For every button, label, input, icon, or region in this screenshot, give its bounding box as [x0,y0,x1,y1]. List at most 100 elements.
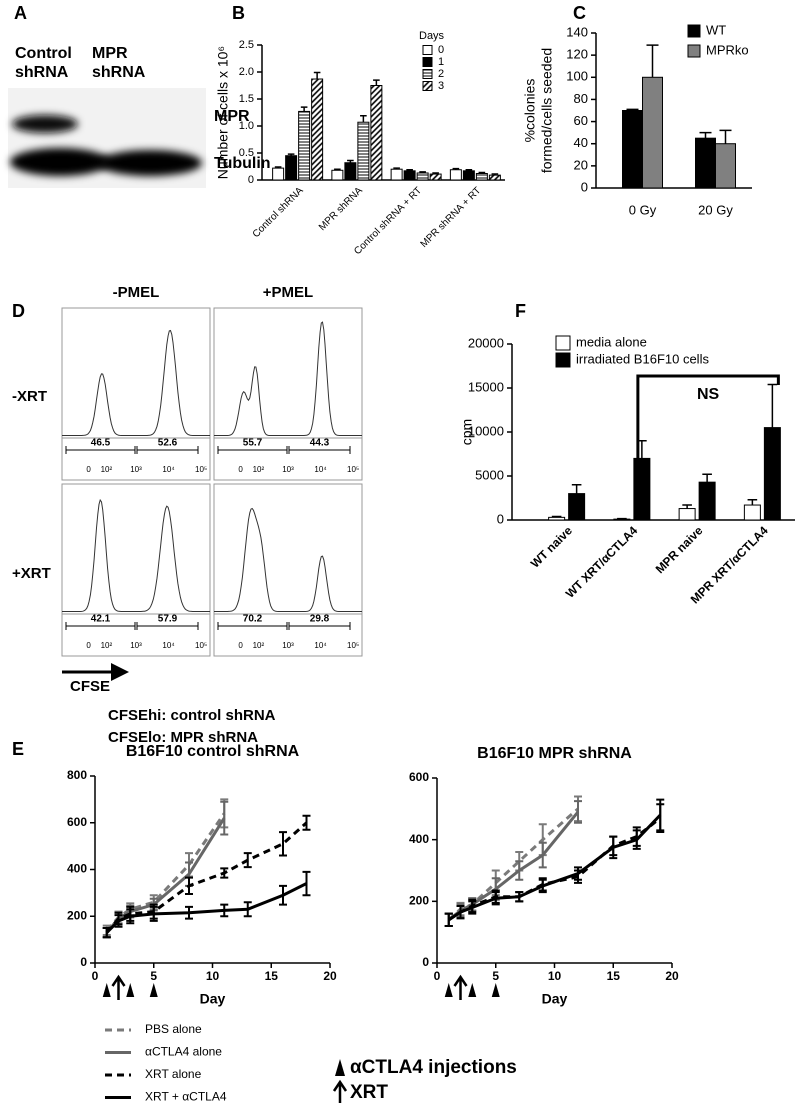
bar [698,481,716,521]
error-bar [538,841,547,869]
flow-tick-label: 10³ [282,465,294,474]
error-bar [468,900,477,915]
error-bar [515,891,524,903]
blot-band [10,148,110,176]
legend-label: αCTLA4 alone [145,1045,222,1059]
bar [548,516,566,521]
error-bar [243,852,252,869]
histogram-frame [213,307,363,481]
y-tick-label: 20 [574,157,588,172]
x-tick-label: 20 Gy [698,202,733,217]
legend-swatch [555,352,571,368]
y-tick-label: 200 [67,908,87,922]
error-bar [347,159,354,163]
panel-label: E [12,739,24,759]
y-tick-label: 400 [67,862,87,876]
flow-tick-label: 10⁴ [314,465,327,474]
series-line [447,807,579,921]
x-axis-label: Day [200,991,226,1007]
x-tick-label: WT XRT/αCTLA4 [563,523,641,601]
y-tick-label: 120 [566,47,588,62]
lane-label: MPR [92,45,128,62]
y-tick-label: 60 [574,113,588,128]
error-bar [102,926,111,939]
y-tick-label: 100 [566,69,588,84]
error-bar [646,44,659,78]
gate-value: 46.5 [91,438,111,449]
injection-marker [102,983,111,997]
row-label: -XRT [12,388,47,405]
flow-tick-label: 10² [101,641,113,650]
error-bar [302,814,311,831]
panel-label: A [14,3,27,23]
x-tick-label: 15 [265,969,279,983]
error-bar [373,79,380,86]
error-bar [360,114,367,123]
error-bar [220,867,229,879]
legend-label: MPRko [706,42,749,57]
panel-label: B [232,3,245,23]
gate-value: 44.3 [310,438,330,449]
legend-swatch [422,81,433,91]
y-tick-label: 800 [67,768,87,782]
chart-title: B16F10 control shRNA [126,743,300,760]
y-tick-label: 2.5 [239,39,254,51]
legend-label: PBS alone [145,1022,202,1036]
y-tick-label: 15000 [468,379,504,394]
series-line [447,813,662,922]
error-bar [149,905,158,922]
error-bar [274,166,282,169]
bar [344,162,357,181]
error-bar [302,870,311,897]
bar [272,167,285,181]
error-bar [538,878,547,894]
error-bar [432,172,439,175]
error-bar [632,829,641,850]
bar [568,493,586,521]
y-axis-label: %colonies [522,79,538,143]
injection-marker [149,983,158,997]
gate-value: 42.1 [91,614,111,625]
injection-marker [126,983,135,997]
injection-marker [491,983,500,997]
legend-label: WT [706,22,726,37]
bar [715,143,736,189]
bar [298,110,311,181]
error-bar [747,499,758,506]
bar [695,137,716,189]
error-bar [656,798,665,832]
error-bar [313,71,321,80]
flow-tick-label: 10⁴ [162,641,175,650]
blot-band [12,115,78,133]
bar [416,172,429,181]
gate-value: 55.7 [243,438,263,449]
flow-tick-label: 10⁴ [314,641,327,650]
error-bar [626,108,639,111]
histogram-curve [214,321,362,436]
bar [429,173,442,181]
y-tick-label: 0 [497,511,504,526]
y-axis-label: formed/cells seeded [539,48,555,173]
flow-tick-label: 10³ [130,641,142,650]
x-tick-label: MPR shRNA [317,185,365,233]
bar [475,173,488,181]
error-bar [699,131,712,139]
xrt-marker [111,974,126,1000]
bar [462,170,475,181]
error-bar [220,800,229,836]
x-tick-label: MPR naive [653,523,706,576]
y-tick-label: 10000 [468,423,504,438]
error-bar [491,173,499,176]
error-bar [114,914,123,928]
histogram-curve [62,329,210,436]
flow-axis-label: CFSE [70,678,110,695]
error-bar [515,860,524,881]
y-tick-label: 600 [67,815,87,829]
x-tick-label: 15 [607,969,621,983]
y-tick-label: 0 [248,174,254,186]
panel-label: C [573,3,586,23]
injection-marker [468,983,477,997]
y-tick-label: 0 [80,955,87,969]
